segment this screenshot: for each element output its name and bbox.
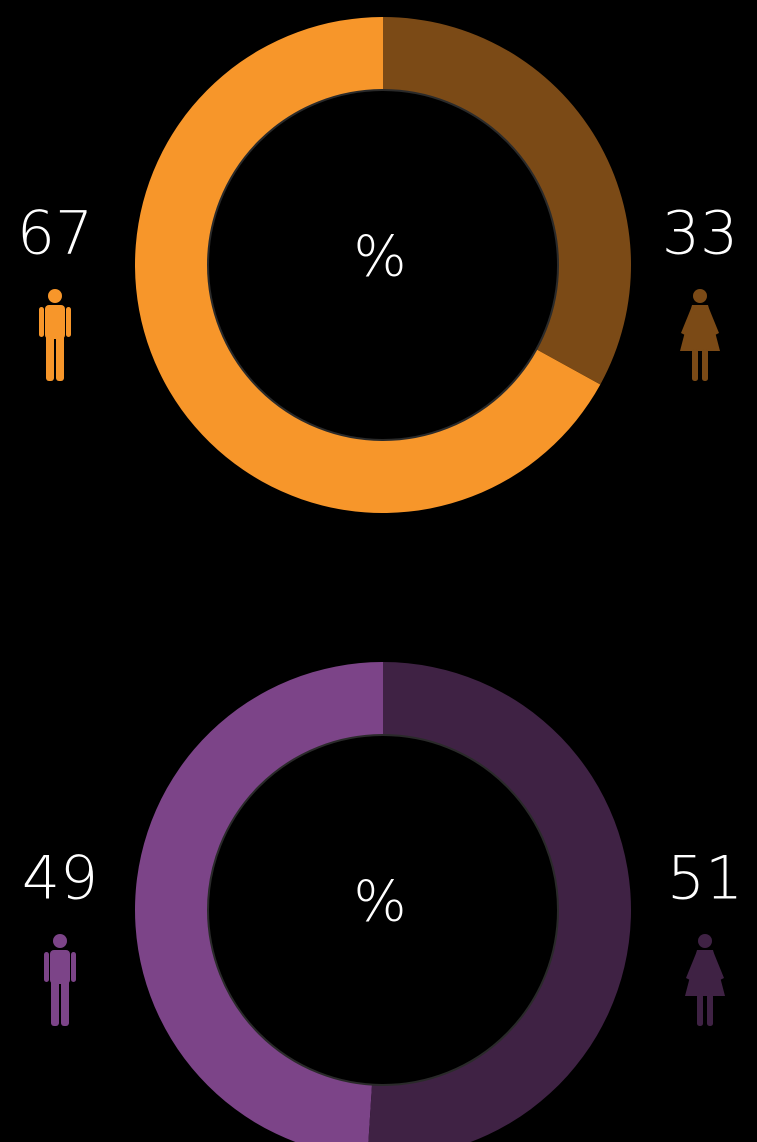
icon-leg xyxy=(51,980,59,1026)
donut-segment xyxy=(368,662,632,1142)
icon-body xyxy=(45,305,65,339)
icon-head xyxy=(698,934,712,948)
icon-arm xyxy=(71,952,76,982)
value-label: 49 xyxy=(22,844,98,914)
icon-arm xyxy=(686,951,700,980)
icon-leg xyxy=(61,980,69,1026)
icon-leg xyxy=(692,349,698,381)
male-icon xyxy=(39,289,71,381)
center-label: % xyxy=(353,224,406,289)
icon-arm xyxy=(39,307,44,337)
icon-leg xyxy=(46,335,54,381)
female-icon xyxy=(685,934,725,1026)
donut-hole xyxy=(207,734,559,1086)
female-icon xyxy=(680,289,720,381)
icon-head xyxy=(693,289,707,303)
icon-leg xyxy=(697,994,703,1026)
value-label: 51 xyxy=(667,844,743,914)
donut-segment xyxy=(383,17,631,385)
donut-hole xyxy=(207,89,559,441)
center-label: % xyxy=(353,869,406,934)
donut-segment xyxy=(135,662,383,1142)
icon-leg xyxy=(707,994,713,1026)
donut-segment xyxy=(134,17,601,513)
icon-leg xyxy=(702,349,708,381)
icon-head xyxy=(48,289,62,303)
icon-arm xyxy=(44,952,49,982)
value-label: 67 xyxy=(17,199,93,269)
male-icon xyxy=(44,934,76,1026)
value-label: 33 xyxy=(662,199,738,269)
icon-arm xyxy=(710,951,724,980)
icon-arm xyxy=(705,306,719,335)
icon-arm xyxy=(66,307,71,337)
icon-body xyxy=(50,950,70,984)
icon-leg xyxy=(56,335,64,381)
icon-arm xyxy=(681,306,695,335)
icon-head xyxy=(53,934,67,948)
